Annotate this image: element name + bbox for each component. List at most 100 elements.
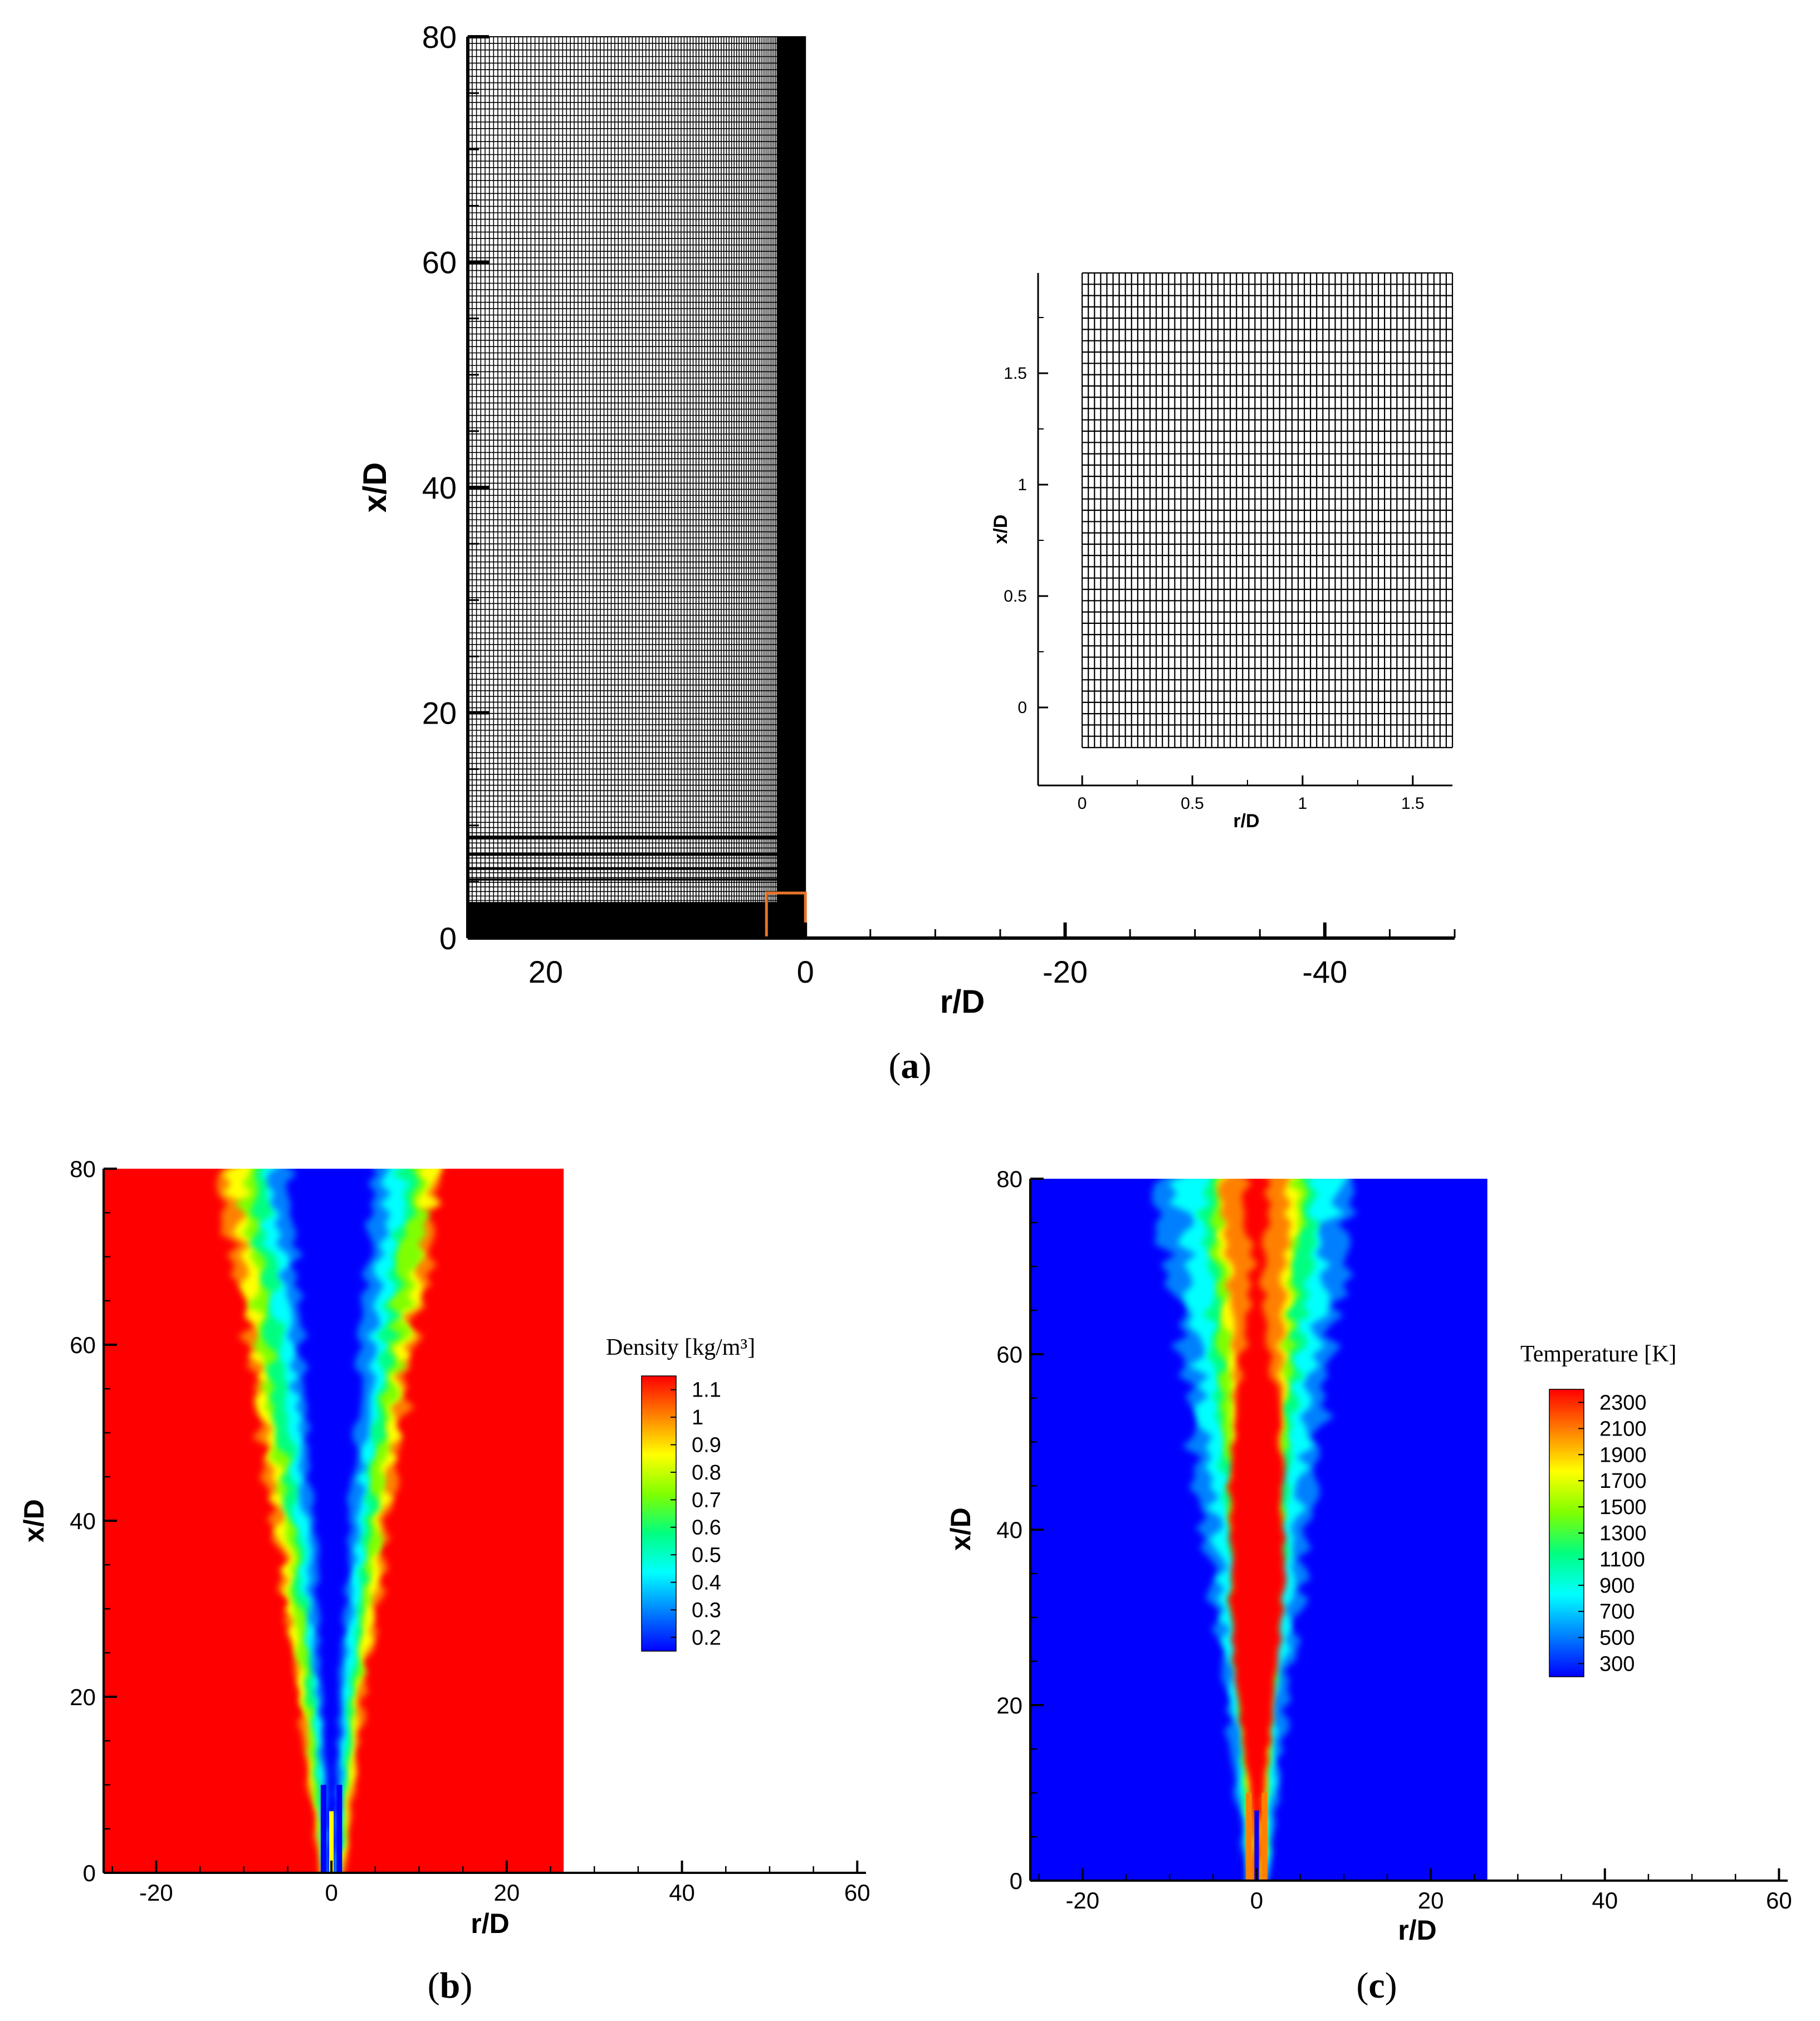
- inlet-stream: [1246, 1793, 1252, 1881]
- temperature-field: [1030, 1179, 1488, 1881]
- y-tick-label: 0: [1010, 1868, 1022, 1894]
- colorbar-label: 1300: [1599, 1522, 1647, 1545]
- colorbar-label: 1100: [1599, 1548, 1645, 1571]
- y-axis-label: x/D: [945, 1507, 976, 1551]
- mesh-domain: [467, 36, 806, 939]
- inset-axes: 0 0.5 1 1.5 0 0.5 1 1.5: [1004, 273, 1452, 813]
- inlet-mesh-band: [468, 867, 806, 870]
- inset-y-tick-label: 0: [1017, 699, 1027, 717]
- inset-mesh-lines: [1082, 272, 1454, 749]
- inset-y-axis-label: x/D: [990, 515, 1011, 544]
- colorbar-label: 0.5: [692, 1544, 721, 1567]
- x-tick-label: -40: [1302, 954, 1347, 989]
- x-axis-label: r/D: [471, 1908, 509, 1939]
- x-tick-label: 60: [1766, 1887, 1792, 1913]
- inset-y-tick-label: 1.5: [1004, 364, 1027, 383]
- inlet-stream: [336, 1785, 343, 1873]
- colorbar-label: 0.3: [692, 1599, 721, 1622]
- mesh-radial-lines: [467, 37, 806, 938]
- x-tick-label: 40: [669, 1880, 695, 1906]
- y-tick-label: 40: [422, 470, 457, 505]
- y-axis-label: x/D: [357, 462, 393, 512]
- axes: -20 0 20 40 60 0 20 40 60 80: [996, 1166, 1792, 1913]
- y-tick-label: 0: [439, 921, 457, 956]
- panel-c-temperature-contour: -20 0 20 40 60 0 20 40 60 80 r/D x/D 2300 21001900…: [945, 1166, 1792, 2006]
- inlet-mesh-band: [468, 835, 806, 839]
- colorbar-label: 0.8: [692, 1461, 721, 1485]
- x-tick-label: 60: [844, 1880, 870, 1906]
- colorbar-label: 1900: [1599, 1443, 1647, 1467]
- panel-label-b: (b): [428, 1965, 473, 2006]
- y-tick-label: 20: [996, 1692, 1022, 1719]
- x-tick-label: -20: [1065, 1887, 1099, 1913]
- inlet-stream: [329, 1811, 334, 1873]
- colorbar-gradient: [1549, 1389, 1584, 1677]
- colorbar-label: 0.6: [692, 1516, 721, 1540]
- panel-label-c: (c): [1356, 1965, 1397, 2006]
- axes: 20 0 -20 -40 0 20 40 60 80: [422, 19, 1456, 989]
- x-axis-label: r/D: [940, 984, 985, 1020]
- colorbar-title: Density [kg/m³]: [606, 1335, 755, 1360]
- colorbar-label: 900: [1599, 1574, 1635, 1598]
- axes: -20 0 20 40 60 0 20 40 60 80: [70, 1156, 870, 1906]
- colorbar-label: 0.2: [692, 1626, 721, 1649]
- y-tick-label: 60: [996, 1341, 1022, 1368]
- inset-x-tick-label: 1.5: [1401, 794, 1425, 813]
- colorbar-label: 500: [1599, 1627, 1635, 1650]
- x-tick-label: 0: [797, 954, 814, 989]
- y-tick-label: 60: [422, 245, 457, 280]
- inset-x-tick-label: 1: [1298, 794, 1308, 813]
- inset-mesh: [1082, 272, 1454, 749]
- x-axis-label: r/D: [1398, 1915, 1436, 1946]
- panel-a-mesh-chart: 20 0 -20 -40 0 20 40 60 80 r/D x/D 0 0.5 1 1.5 0 0.5 1…: [357, 19, 1456, 1086]
- colorbar-title: Temperature [K]: [1520, 1341, 1676, 1367]
- panel-b-density-contour: -20 0 20 40 60 0 20 40 60 80 r/D x/D 1.1 1 0.9 0.8 0.…: [18, 1156, 870, 2006]
- inlet-refined-mesh: [468, 902, 806, 938]
- inset-zoom-chart: 0 0.5 1 1.5 0 0.5 1 1.5 r/D x/D: [990, 272, 1454, 832]
- x-tick-label: 40: [1592, 1887, 1618, 1913]
- y-tick-label: 80: [996, 1166, 1022, 1192]
- colorbar: 1.1 1 0.9 0.8 0.7 0.6 0.5 0.4 0.3 0.2: [641, 1375, 721, 1652]
- colorbar-label: 2300: [1599, 1391, 1647, 1414]
- inlet-stream: [1254, 1810, 1259, 1881]
- panel-label-a: (a): [889, 1046, 932, 1086]
- y-tick-label: 0: [83, 1860, 96, 1886]
- inset-y-tick-label: 1: [1017, 476, 1027, 494]
- x-tick-label: 20: [529, 954, 563, 989]
- x-tick-label: -20: [139, 1880, 173, 1906]
- y-tick-label: 80: [422, 19, 457, 55]
- y-tick-label: 40: [70, 1508, 96, 1534]
- y-tick-label: 20: [70, 1684, 96, 1710]
- colorbar-label: 300: [1599, 1653, 1635, 1676]
- inset-x-tick-label: 0: [1078, 794, 1087, 813]
- colorbar-label: 1500: [1599, 1496, 1647, 1519]
- inlet-mesh-band: [468, 878, 806, 881]
- colorbar-label: 1.1: [692, 1379, 721, 1402]
- x-tick-label: 20: [493, 1880, 520, 1906]
- contour-band: [285, 1169, 378, 1873]
- x-tick-label: -20: [1043, 954, 1088, 989]
- colorbar-label: 1: [692, 1406, 703, 1429]
- colorbar-label: 0.4: [692, 1571, 721, 1595]
- density-field: [104, 1169, 564, 1873]
- colorbar-label: 0.7: [692, 1488, 721, 1512]
- contour-band: [1226, 1179, 1287, 1881]
- x-tick-label: 0: [1250, 1887, 1263, 1913]
- x-tick-label: 20: [1418, 1887, 1444, 1913]
- inset-x-axis-label: r/D: [1233, 811, 1259, 832]
- y-axis-label: x/D: [18, 1499, 50, 1542]
- colorbar-label: 1700: [1599, 1470, 1647, 1493]
- y-tick-label: 40: [996, 1517, 1022, 1543]
- inlet-mesh-band: [468, 852, 806, 856]
- colorbar-label: 700: [1599, 1600, 1635, 1624]
- inlet-stream: [1261, 1793, 1268, 1881]
- inset-y-tick-label: 0.5: [1004, 587, 1027, 606]
- inlet-stream: [320, 1785, 326, 1873]
- x-tick-label: 0: [325, 1880, 337, 1906]
- y-tick-label: 80: [70, 1156, 96, 1182]
- colorbar-label: 2100: [1599, 1417, 1647, 1441]
- colorbar-label: 0.9: [692, 1434, 721, 1457]
- inset-x-tick-label: 0.5: [1181, 794, 1204, 813]
